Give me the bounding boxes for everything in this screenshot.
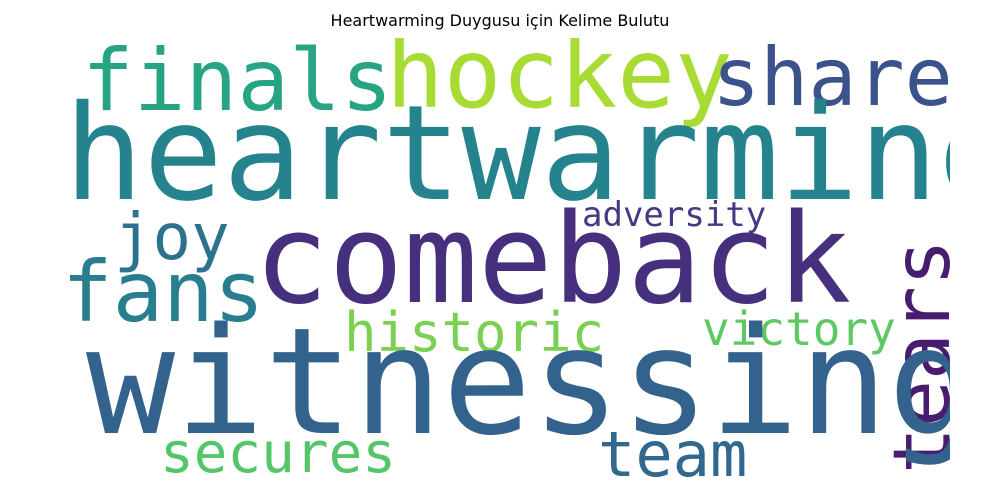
word-fans: fans — [62, 243, 265, 341]
word-finals: finals — [82, 38, 393, 131]
word-joy: joy — [114, 201, 230, 275]
word-historic: historic — [344, 301, 605, 364]
word-comeback: comeback — [254, 188, 852, 332]
word-cloud: finals hockey share heartwarming adversi… — [50, 38, 950, 488]
figure-title: Heartwarming Duygusu için Kelime Bulutu — [330, 11, 670, 30]
word-hockey: hockey — [386, 38, 733, 130]
word-share: share — [712, 38, 950, 124]
word-adversity: adversity — [582, 195, 767, 235]
word-team: team — [598, 418, 748, 488]
word-witnessing: witnessing — [86, 296, 950, 468]
word-heartwarming: heartwarming — [64, 77, 950, 231]
word-secures: secures — [160, 421, 397, 486]
word-victory: victory — [702, 302, 896, 356]
